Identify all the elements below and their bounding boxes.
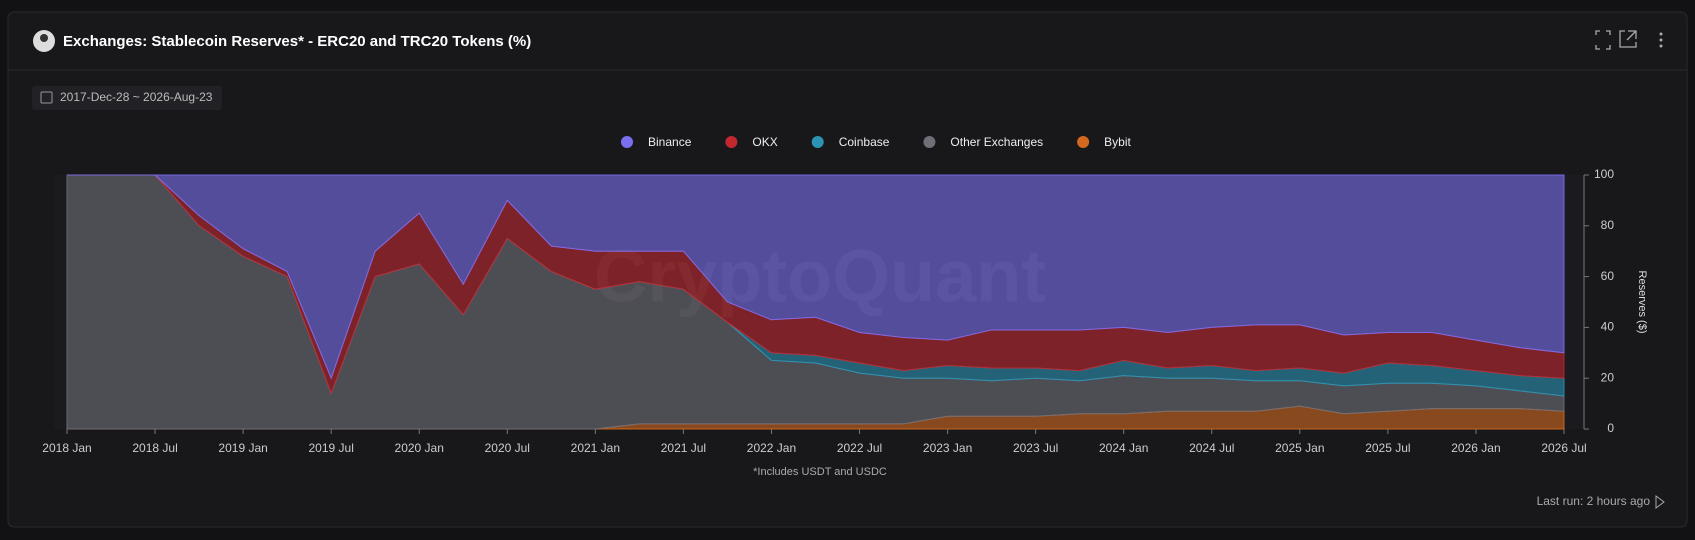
x-tick-label: 2018 Jul — [132, 441, 177, 455]
x-tick-label: 2019 Jan — [218, 441, 267, 455]
x-tick-label: 2020 Jan — [395, 441, 444, 455]
x-tick-label: 2025 Jan — [1275, 441, 1324, 455]
legend-label[interactable]: OKX — [752, 135, 777, 149]
x-tick-label: 2022 Jan — [747, 441, 796, 455]
fullscreen-icon[interactable] — [1595, 30, 1611, 50]
y-tick-label: 60 — [1601, 269, 1615, 283]
y-tick-label: 0 — [1607, 421, 1614, 435]
open-icon[interactable] — [1619, 30, 1637, 48]
x-tick-label: 2018 Jan — [42, 441, 91, 455]
chart-title: Exchanges: Stablecoin Reserves* - ERC20 … — [63, 33, 531, 50]
x-tick-label: 2026 Jul — [1541, 441, 1586, 455]
date-range: 2017-Dec-28 ~ 2026-Aug-23 — [60, 90, 213, 104]
y-tick-label: 40 — [1601, 320, 1615, 334]
legend-swatch[interactable] — [923, 136, 936, 148]
x-tick-label: 2020 Jul — [485, 441, 530, 455]
legend: Binance OKX Coinbase Other Exchanges Bybit — [621, 135, 1131, 149]
y-axis-label: Reserves ($) — [1636, 271, 1648, 334]
plot: CryptoQuant020406080100Reserves ($)2018 … — [42, 167, 1648, 455]
x-tick-label: 2021 Jan — [571, 441, 620, 455]
y-tick-label: 20 — [1601, 370, 1615, 384]
date-range-box[interactable] — [32, 86, 222, 110]
x-tick-label: 2024 Jan — [1099, 441, 1148, 455]
legend-swatch[interactable] — [725, 136, 738, 148]
legend-swatch[interactable] — [811, 136, 824, 148]
legend-label[interactable]: Bybit — [1104, 135, 1131, 149]
x-tick-label: 2019 Jul — [308, 441, 353, 455]
x-tick-label: 2023 Jul — [1013, 441, 1058, 455]
legend-label[interactable]: Coinbase — [839, 135, 890, 149]
x-tick-label: 2026 Jan — [1451, 441, 1500, 455]
avatar-head — [40, 34, 48, 42]
footnote: *Includes USDT and USDC — [753, 466, 887, 478]
area — [67, 174, 1565, 380]
header-icons[interactable] — [1595, 30, 1637, 50]
legend-swatch[interactable] — [1077, 136, 1090, 148]
last-run: Last run: 2 hours ago — [1537, 494, 1651, 508]
legend-swatch[interactable] — [621, 136, 633, 148]
y-tick-label: 80 — [1601, 218, 1615, 232]
legend-label[interactable]: Binance — [648, 135, 692, 149]
x-tick-label: 2024 Jul — [1189, 441, 1234, 455]
y-tick-label: 100 — [1594, 167, 1614, 181]
calendar-icon — [40, 91, 53, 104]
x-tick-label: 2025 Jul — [1365, 441, 1410, 455]
menu-icon[interactable] — [1659, 32, 1663, 48]
legend-label[interactable]: Other Exchanges — [950, 135, 1043, 149]
x-tick-label: 2021 Jul — [661, 441, 706, 455]
x-tick-label: 2022 Jul — [837, 441, 882, 455]
x-tick-label: 2023 Jan — [923, 441, 972, 455]
run-icon[interactable] — [1655, 495, 1665, 509]
